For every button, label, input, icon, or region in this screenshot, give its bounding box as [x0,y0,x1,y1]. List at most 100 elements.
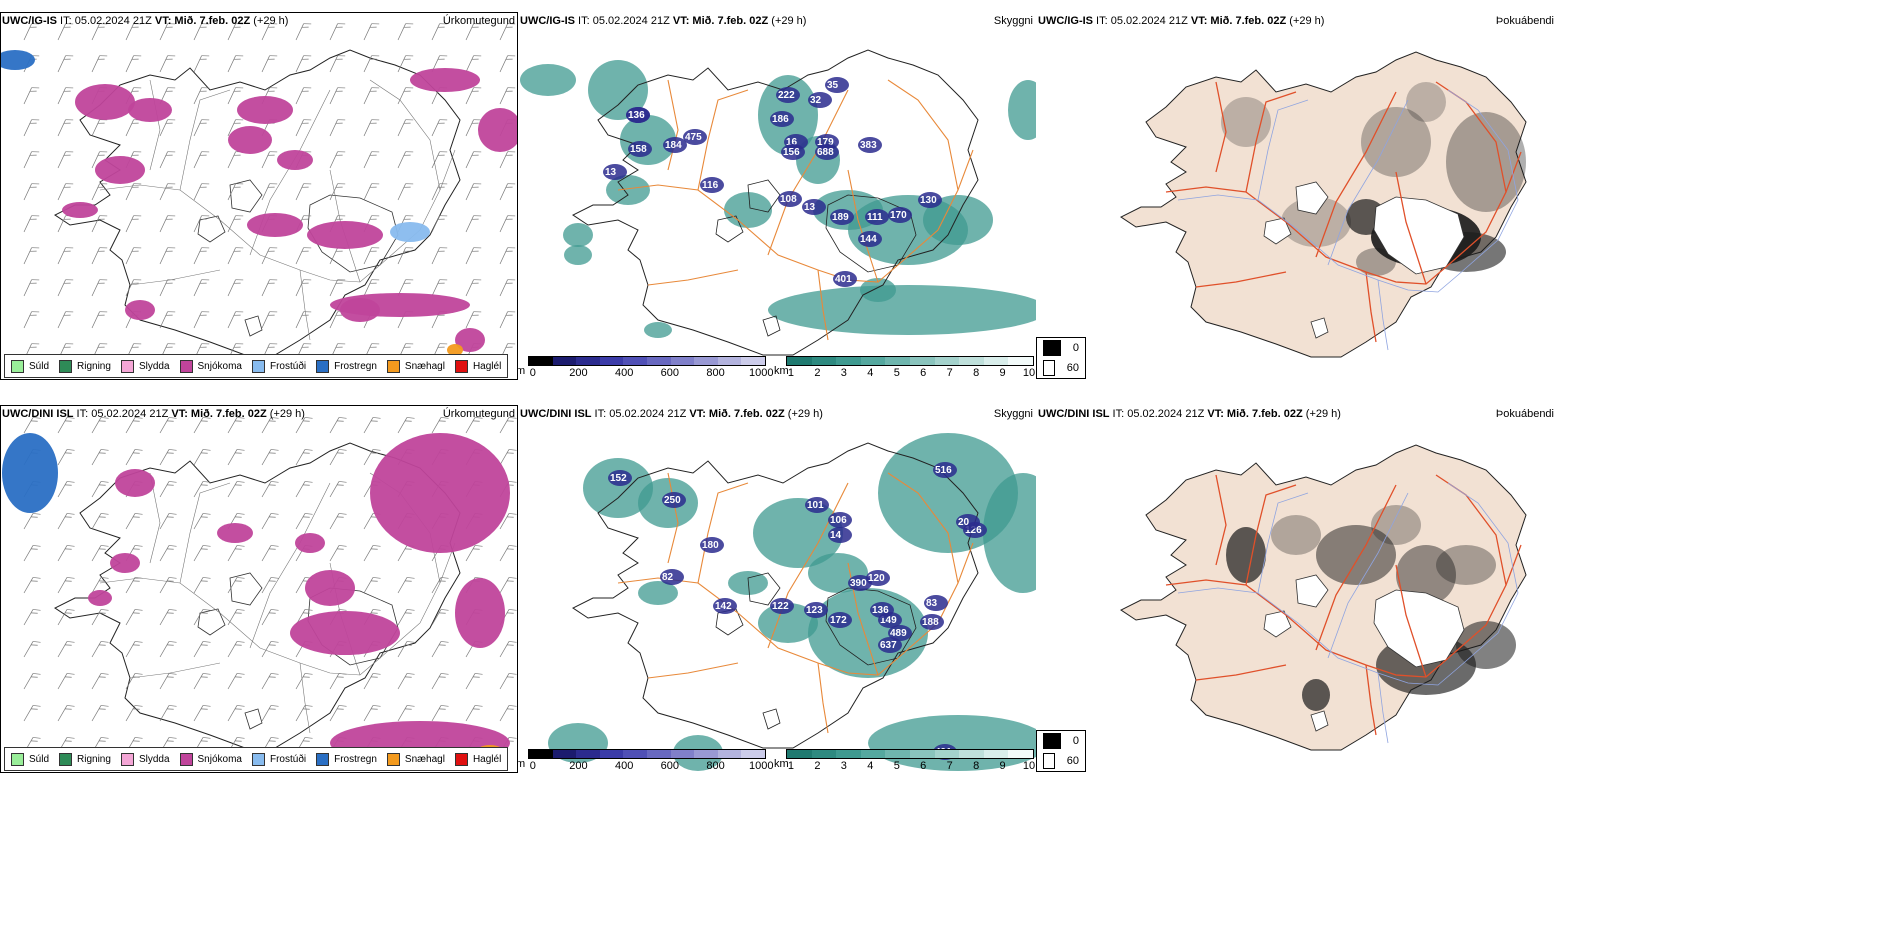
wind-barb [295,705,313,722]
wind-barb [227,87,244,105]
height-scale-tick: 1000 [748,760,774,772]
wind-barb [261,417,279,434]
glacier-area [1373,196,1465,275]
visibility-area [520,64,576,96]
wind-barb [193,279,210,297]
wind-barb [125,449,143,466]
wind-barb [193,87,210,105]
fog-area [1302,679,1330,711]
wind-barb [227,279,244,297]
wind-barb [125,577,143,594]
visibility-area [878,433,1018,553]
coastline [572,49,979,356]
wind-barb [261,55,278,73]
legend-swatch [120,752,134,766]
wind-barb [499,705,517,722]
wind-barb [91,55,108,73]
wind-barb [193,247,210,265]
wind-barb [57,705,75,722]
road-line [1165,81,1507,285]
wind-barb [57,119,74,137]
legend-swatch [59,752,73,766]
cloud-base-area [924,595,948,611]
glacier-area [1310,710,1329,732]
river-line [1257,492,1309,594]
visibility-scale-bar [786,749,1034,759]
wind-barb [125,215,142,233]
height-scale-tick: 400 [614,760,634,772]
map-layer [1120,51,1527,358]
wind-barb [397,119,414,137]
precip-area [447,344,463,356]
height-scale-color [599,750,624,758]
road-line [647,662,739,679]
road-line [817,269,829,341]
wind-barb [159,481,177,498]
fog-scale-row: 60 [1037,358,1085,378]
height-scale-color [552,357,577,365]
cloud-base-label: 101 [807,500,824,511]
wind-barb [159,545,177,562]
height-scale-color [646,750,671,758]
road-line [767,89,849,256]
wind-barb [57,247,74,265]
road-line [1505,151,1522,193]
fog-scale: 0 60 [1036,730,1086,772]
wind-barb [159,609,177,626]
legend-item: Súld [11,359,50,373]
wind-barb [91,183,108,201]
wind-barb [465,417,483,434]
legend-label: Snæhagl [404,753,445,765]
wind-barb [397,577,415,594]
legend-label: Súld [29,360,50,372]
cloud-base-area [805,497,829,513]
wind-barb [193,311,210,329]
cloud-base-area [778,191,802,207]
height-scale-unit: m [518,365,526,377]
visibility-area [588,60,648,120]
legend-item: Snæhagl [386,359,445,373]
wind-barb [431,279,448,297]
precip-area [305,570,355,606]
wind-barb [227,641,245,658]
river-line [1377,279,1389,351]
visibility-scale-color [787,357,812,365]
visibility-scale-color [983,357,1009,365]
visibility-area [606,175,650,205]
cloud-base-area [628,141,652,157]
height-scale: 0 200 400 600 800 1000 m [518,749,773,773]
river-line [1327,492,1409,659]
visibility-map: 3701844751581311622232186351617915668810… [520,49,1036,356]
legend-item: Haglél [454,752,501,766]
wind-barb [193,481,211,498]
wind-barb [295,247,312,265]
wind-barb [193,705,211,722]
river-line [149,472,161,564]
wind-barb [227,545,245,562]
cloud-base-label: 189 [832,212,849,223]
wind-barb [499,673,517,690]
visibility-panel-top: 3701844751581311622232186351617915668810… [518,12,1036,380]
cloud-base-label: 126 [965,525,982,536]
legend-item: Haglél [454,359,501,373]
fog-scale-value: 60 [1066,755,1079,767]
cloud-base-label: 158 [630,144,647,155]
river-line [149,79,161,171]
visibility-scale-tick: 8 [973,760,980,772]
wind-barb [159,705,177,722]
wind-barb [397,641,415,658]
wind-barb [295,183,312,201]
wind-barb [91,705,109,722]
height-scale-tick: 800 [706,760,725,772]
river-line [1177,482,1519,686]
legend-label: Snjókoma [197,753,242,765]
wind-barb [227,417,245,434]
legend-item: Snæhagl [386,752,445,766]
wind-barb [91,417,109,434]
cloud-base-label: 16 [786,137,798,148]
panel-header: UWC/IG-IS IT: 05.02.2024 21Z VT: Mið. 7.… [2,15,289,27]
river-line [179,482,231,584]
wind-barb [397,87,414,105]
cloud-base-area [626,107,650,123]
height-scale-color [576,357,600,365]
